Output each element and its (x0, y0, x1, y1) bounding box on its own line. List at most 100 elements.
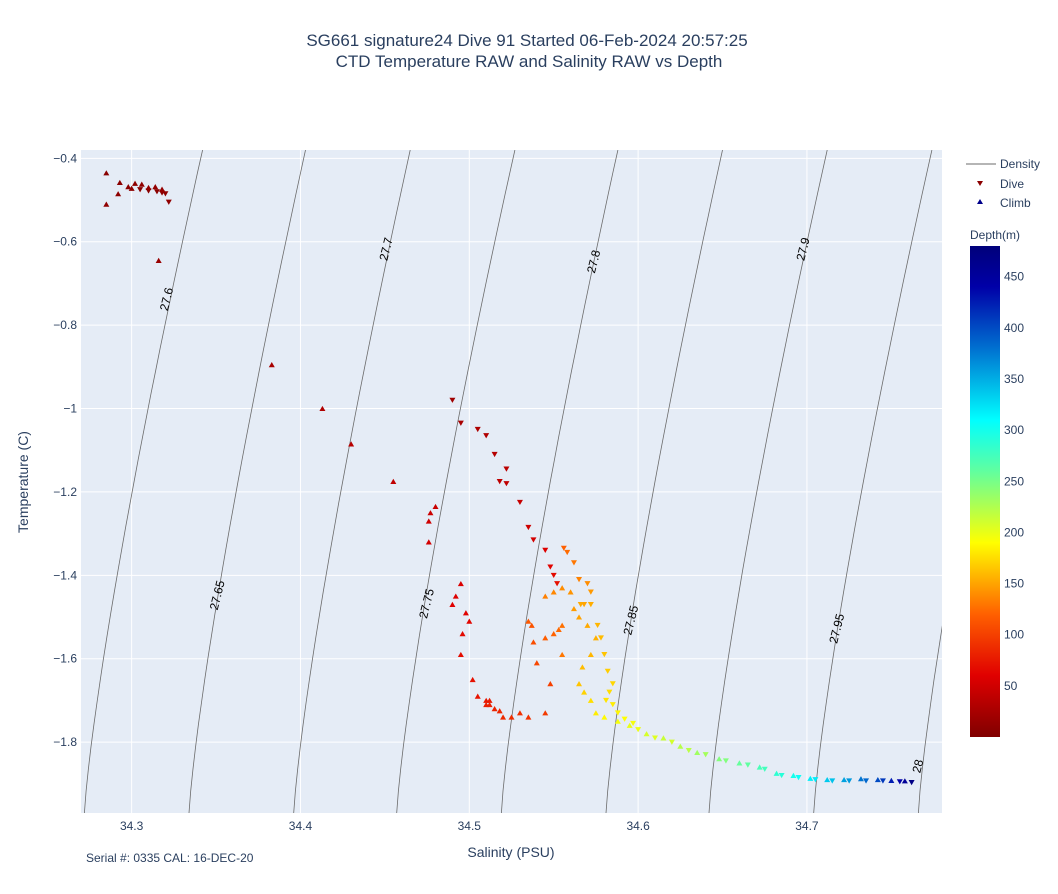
climb-point (570, 605, 577, 612)
dive-point (491, 451, 498, 458)
climb-point (425, 518, 432, 524)
climb-point (528, 622, 535, 628)
climb-point (491, 706, 498, 712)
dive-point (153, 189, 160, 195)
climb-point (584, 622, 591, 628)
dive-point (449, 397, 456, 403)
climb-point (716, 756, 723, 762)
dive-point (863, 778, 870, 784)
serial-cal-footnote: Serial #: 0335 CAL: 16-DEC-20 (86, 851, 254, 865)
dive-point (630, 720, 637, 727)
climb-point (508, 714, 515, 720)
climb-point (773, 770, 780, 776)
dive-point (530, 537, 537, 543)
colorbar-title: Depth(m) (970, 228, 1020, 242)
climb-point (857, 776, 864, 782)
climb-point (567, 589, 574, 595)
climb-point (466, 618, 473, 624)
dive-point (896, 779, 903, 785)
y-tick-label: −1.2 (53, 485, 77, 499)
density-contour-line (813, 150, 933, 813)
x-axis-ticks: 34.3 34.4 34.5 34.6 34.7 (120, 819, 819, 833)
climb-point (457, 651, 464, 658)
density-contour-line (918, 625, 942, 813)
dive-point (879, 778, 886, 784)
dive-point (525, 524, 532, 531)
dive-point (652, 735, 658, 741)
climb-point (736, 760, 743, 766)
colorbar-tick-label: 200 (1004, 525, 1024, 539)
climb-point (592, 710, 599, 716)
climb-point (576, 614, 583, 620)
climb-point (841, 776, 848, 783)
dive-point (635, 727, 642, 733)
dive-point (597, 635, 604, 641)
climb-point (115, 191, 122, 197)
climb-point (542, 593, 549, 599)
legend-density-label: Density (1000, 157, 1040, 171)
climb-point (457, 580, 464, 587)
climb-point (425, 539, 432, 545)
climb-point (516, 710, 523, 716)
climb-point (152, 183, 159, 190)
climb-point (581, 689, 588, 695)
dive-point (702, 752, 709, 758)
depth-colorbar: Depth(m) 50 100 150 200 250 300 350 400 450 (970, 228, 1024, 737)
climb-point (790, 772, 797, 778)
colorbar-ticks: 50 100 150 200 250 300 350 400 450 (1004, 270, 1024, 693)
climb-point (449, 601, 456, 608)
climb-point (459, 630, 466, 637)
legend-item-dive[interactable]: Dive (977, 177, 1024, 191)
grid-lines (81, 150, 942, 813)
x-tick-label: 34.6 (626, 819, 650, 833)
dive-point (761, 766, 768, 772)
legend-item-density[interactable]: Density (966, 157, 1040, 171)
dive-point (496, 479, 503, 485)
dive-point (722, 758, 729, 764)
climb-point (550, 589, 557, 595)
climb-point (579, 664, 586, 670)
legend-item-climb[interactable]: Climb (977, 196, 1031, 210)
climb-point (643, 731, 650, 737)
colorbar-tick-label: 50 (1004, 679, 1018, 693)
density-contour-label: 27.9 (793, 236, 812, 262)
colorbar-tick-label: 150 (1004, 577, 1024, 591)
climb-point (268, 362, 275, 368)
climb-point (824, 776, 831, 783)
dive-point (137, 187, 144, 193)
climb-point (542, 710, 549, 716)
climb-point (525, 714, 532, 720)
climb-point (530, 639, 537, 645)
climb-point (132, 180, 139, 186)
density-contour-label: 27.6 (157, 286, 176, 312)
dive-point (744, 762, 751, 768)
legend[interactable]: Density Dive Climb (966, 157, 1040, 210)
climb-point (660, 735, 667, 741)
dive-point (570, 560, 577, 566)
dive-point (587, 602, 594, 608)
dive-point (908, 780, 915, 786)
triangle-up-icon (977, 199, 983, 204)
density-contour-line (708, 150, 828, 813)
dive-point (542, 547, 549, 554)
climb-point (807, 775, 814, 781)
climb-point (614, 718, 621, 724)
climb-point (432, 503, 439, 510)
colorbar-tick-label: 250 (1004, 474, 1024, 488)
data-points (103, 170, 915, 786)
dive-point (564, 549, 571, 556)
triangle-down-icon (977, 181, 983, 186)
density-contour-line (396, 150, 516, 813)
climb-point (587, 651, 594, 658)
dive-point (609, 702, 616, 708)
colorbar-tick-label: 350 (1004, 372, 1024, 386)
climb-point (500, 714, 507, 720)
density-contour-line (188, 150, 306, 813)
climb-point (901, 778, 908, 784)
colorbar-tick-label: 450 (1004, 270, 1024, 284)
climb-point (469, 676, 476, 683)
density-contour-line (501, 150, 619, 813)
y-tick-label: −1.6 (53, 652, 77, 666)
climb-point (486, 697, 493, 703)
legend-climb-label: Climb (1000, 196, 1031, 210)
